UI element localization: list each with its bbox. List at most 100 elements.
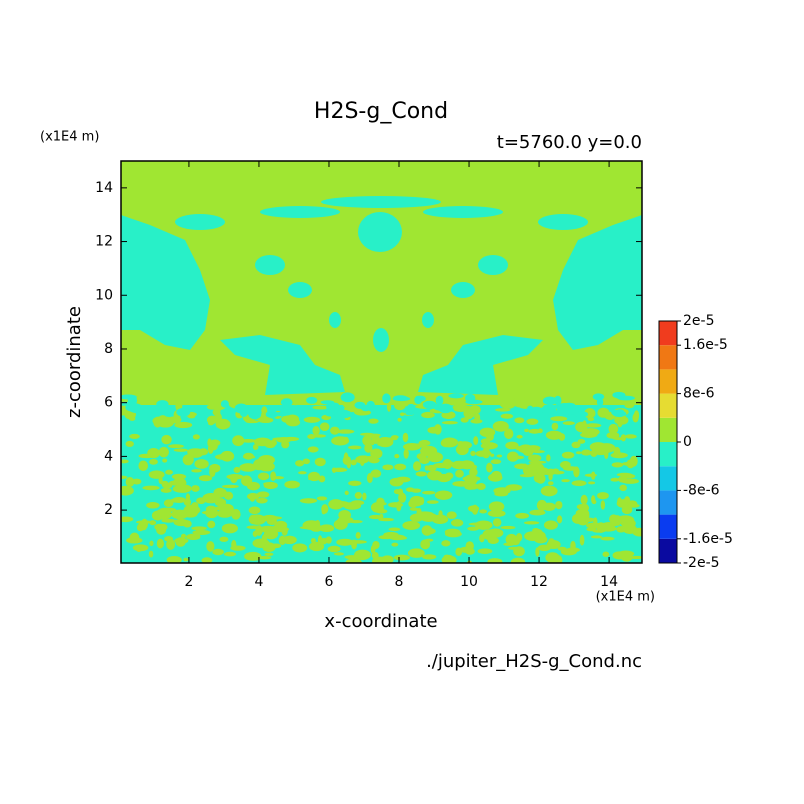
contour-region (597, 443, 616, 453)
contour-region (372, 540, 380, 550)
contour-region (370, 448, 383, 459)
contour-region (459, 546, 473, 553)
contour-region (171, 473, 187, 480)
contour-region (468, 483, 479, 490)
contour-region (165, 469, 173, 475)
contour-region (179, 485, 187, 492)
contour-region (542, 396, 557, 406)
contour-region (459, 460, 475, 470)
contour-region (613, 446, 621, 458)
contour-region (426, 464, 437, 472)
contour-region (230, 473, 238, 484)
contour-region (243, 410, 262, 415)
contour-region (121, 459, 129, 464)
colorbar-label: -2e-5 (683, 555, 720, 571)
contour-region (121, 405, 642, 563)
x-tick-label: 2 (184, 574, 193, 590)
contour-region (562, 421, 575, 426)
contour-region (550, 554, 555, 559)
contour-region (500, 525, 516, 530)
contour-region (424, 465, 429, 471)
colorbar-label: -8e-6 (683, 482, 720, 498)
contour-region (524, 428, 529, 433)
contour-region (196, 497, 206, 505)
contour-region (405, 410, 415, 416)
x-tick-label: 6 (325, 574, 334, 590)
contour-region (338, 510, 351, 521)
contour-region (132, 544, 149, 552)
contour-region (548, 538, 555, 546)
contour-region (284, 480, 300, 489)
contour-region (209, 441, 218, 451)
contour-region (591, 499, 597, 505)
contour-region (434, 424, 442, 435)
contour-region (376, 497, 385, 506)
y-tick-label: 6 (104, 395, 113, 411)
contour-region (152, 416, 167, 426)
contour-region (321, 507, 326, 515)
contour-region (508, 546, 521, 550)
contour-region (450, 519, 464, 527)
contour-region (206, 541, 215, 552)
chart-title: H2S-g_Cond (314, 99, 448, 124)
contour-region (479, 509, 488, 514)
contour-region (223, 491, 234, 500)
colorbar-segment (659, 345, 677, 370)
colorbar-segment (659, 417, 677, 442)
y-tick-label: 12 (95, 234, 113, 250)
contour-region (314, 457, 326, 467)
contour-region (207, 421, 214, 426)
contour-region (336, 409, 352, 419)
contour-region (464, 415, 473, 420)
contour-region (621, 518, 636, 529)
contour-region (543, 520, 558, 530)
contour-region (399, 412, 405, 416)
contour-region (166, 538, 176, 550)
contour-region (202, 492, 220, 504)
contour-region (248, 506, 261, 515)
contour-region (319, 422, 330, 432)
contour-region (121, 516, 134, 523)
contour-region (368, 457, 380, 464)
contour-region (164, 536, 174, 542)
contour-region (298, 471, 307, 475)
colorbar-segment (659, 369, 677, 394)
x-tick-label: 8 (395, 574, 404, 590)
contour-region (191, 485, 200, 492)
contour-region (348, 445, 362, 450)
contour-region (468, 505, 480, 512)
contour-region (537, 544, 551, 552)
contour-region (451, 282, 475, 298)
contour-region (205, 507, 219, 519)
contour-region (154, 509, 172, 520)
contour-region (624, 496, 631, 505)
contour-region (500, 413, 514, 419)
contour-region (528, 460, 547, 464)
contour-region (584, 423, 602, 428)
contour-region (534, 535, 548, 544)
contour-region (343, 502, 362, 510)
contour-region (474, 413, 481, 422)
contour-region (307, 477, 322, 481)
contour-region (257, 556, 272, 560)
x-axis-label: x-coordinate (324, 611, 437, 632)
contour-region (479, 534, 485, 543)
contour-region (555, 500, 563, 510)
contour-region (156, 525, 167, 535)
contour-region (408, 499, 418, 508)
contour-region (148, 470, 165, 479)
contour-region (597, 407, 610, 418)
contour-region (212, 548, 224, 556)
contour-region (632, 527, 642, 537)
contour-region (146, 501, 160, 509)
contour-region (224, 551, 237, 557)
contour-region (156, 538, 164, 549)
y-tick-label: 4 (104, 448, 113, 464)
contour-region (455, 469, 464, 478)
contour-region (606, 522, 612, 532)
contour-region (185, 533, 201, 541)
contour-region (168, 444, 184, 449)
y-tick-label: 14 (95, 180, 113, 196)
contour-region (219, 536, 229, 542)
chart-subtitle: t=5760.0 y=0.0 (497, 132, 642, 153)
